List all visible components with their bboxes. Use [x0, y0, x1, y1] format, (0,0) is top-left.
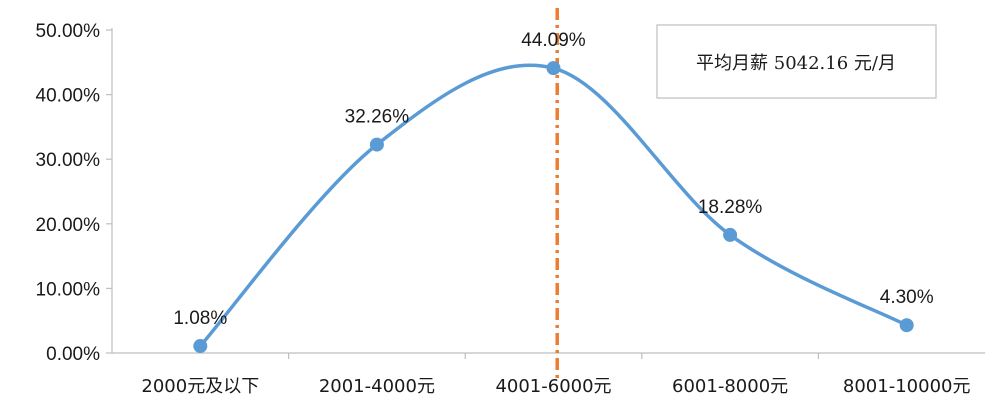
x-tick-label: 8001-10000元 [843, 376, 971, 397]
x-axis-ticks: 2000元及以下 2001-4000元 4001-6000元 6001-8000元 80… [141, 353, 970, 397]
data-point [899, 318, 914, 333]
y-tick-label: 50.00% [36, 21, 101, 42]
y-tick-label: 10.00% [36, 279, 101, 300]
x-tick-label: 4001-6000元 [495, 376, 611, 397]
y-tick-label: 40.00% [36, 86, 101, 107]
x-tick-label: 2000元及以下 [141, 376, 259, 397]
y-axis-ticks: 0.00% 10.00% 20.00% 30.00% 40.00% 50.00% [36, 21, 112, 365]
data-point [723, 227, 738, 242]
annotation-text: 平均月薪 5042.16 元/月 [696, 53, 896, 74]
x-tick-label: 6001-8000元 [672, 376, 788, 397]
data-label: 18.28% [698, 197, 763, 218]
x-tick-label: 2001-4000元 [319, 376, 435, 397]
y-tick-label: 20.00% [36, 215, 101, 236]
axes [111, 28, 985, 354]
annotation-box-frame [656, 24, 937, 99]
data-point [369, 137, 384, 152]
series-line [198, 63, 909, 348]
data-points [193, 61, 914, 354]
y-tick-label: 30.00% [36, 150, 101, 171]
data-labels: 1.08% 32.26% 44.09% 18.28% 4.30% [173, 30, 933, 329]
data-label: 4.30% [880, 287, 934, 308]
data-point [546, 61, 561, 76]
data-label: 44.09% [521, 30, 586, 51]
data-point [193, 339, 208, 354]
average-salary-annotation: 平均月薪 5042.16 元/月 [656, 24, 937, 99]
data-label: 32.26% [345, 107, 410, 128]
data-label: 1.08% [173, 308, 227, 329]
y-tick-label: 0.00% [46, 344, 100, 365]
